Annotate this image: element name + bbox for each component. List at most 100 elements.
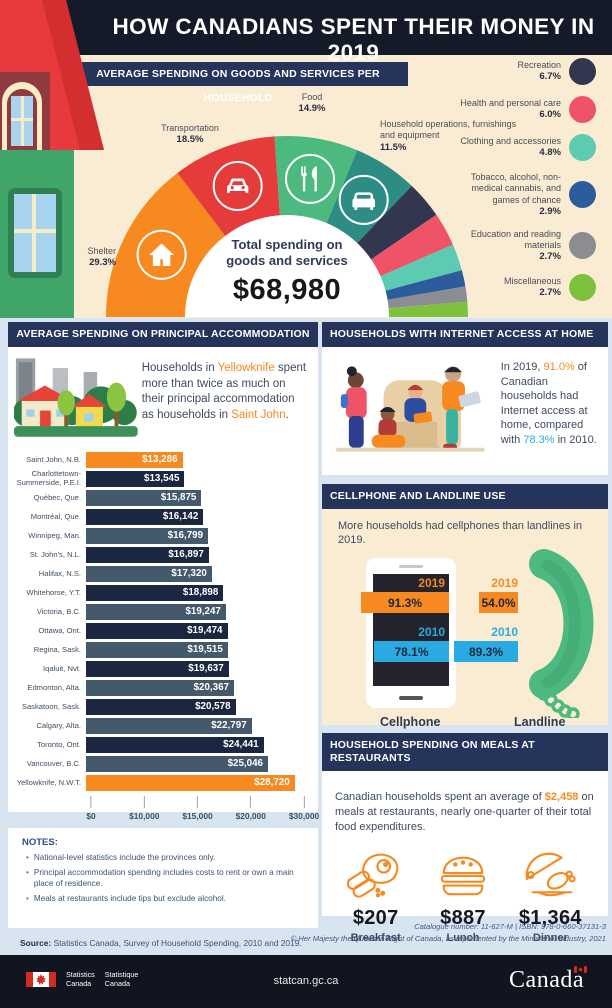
legend-color-dot [569,181,596,209]
internet-2010-percentage: 78.3% [523,433,555,446]
meal-icon [440,856,486,896]
total-label-line2: goods and services [226,253,348,269]
internet-2019-percentage: 91.0% [543,361,575,374]
bar-city-label: Montréal, Que. [30,511,81,521]
bullet-icon: • [26,868,29,878]
total-label-line1: Total spending on [231,237,343,252]
statcan-signature: Statistics Canada Statistique Canada [26,970,138,988]
phone-home-bar [399,696,423,700]
total-value: $68,980 [232,273,342,306]
cellphone-2010-label: 2010 [418,625,445,639]
bullet-icon: • [26,893,29,903]
landline-2010-bar: 89.3% [454,641,518,662]
legend-percentage: 2.7% [539,287,561,299]
bar-value: $15,875 [160,492,197,504]
meal-label: Lunch [446,931,480,944]
cellphone-subtitle: More households had cellphones than land… [338,520,583,547]
bar: $19,637 [86,661,229,677]
bar-value: $20,367 [193,682,229,694]
bar-value: $19,637 [188,663,224,675]
meal-item: $207 Breakfast [332,850,419,944]
highlight-saint-john: Saint John [231,408,286,421]
cellphone-2019-value: 91.3% [387,595,423,610]
agency-en-line1: Statistics [66,970,95,979]
bar-city-label: St. John's, N.L. [29,549,81,559]
axis-tick: $0 [86,795,96,821]
bar-row: Iqaluit, Nvt. $19,637 [16,660,304,678]
bar-city-label: Winnipeg, Man. [28,530,81,540]
bar-value: $28,720 [254,777,290,789]
segment-label-food: Food 14.9% [298,92,326,115]
bar-row: Calgary, Alta. $22,797 [16,717,304,735]
copyright-line: © Her Majesty the Queen in Right of Cana… [290,934,606,944]
legend-percentage: 6.0% [539,109,561,121]
legend-label: Health and personal care [460,97,561,108]
legend-percentage: 2.7% [539,251,561,263]
statcan-url[interactable]: statcan.gc.ca [273,975,339,987]
donut-center-total: Total spending on goods and services $68… [197,237,377,307]
bar-row: Vancouver, B.C. $25,046 [16,755,304,773]
meal-item: $1,364 Dinner [507,850,594,944]
legend-color-dot [569,134,596,161]
bar: $19,474 [86,623,228,639]
bar: $18,898 [86,585,224,601]
source-line: Source: Statistics Canada, Survey of Hou… [20,938,302,948]
axis-tick: $30,000 [289,795,319,821]
bar-city-label: Saskatoon, Sask. [21,701,81,711]
legend-label: Miscellaneous [503,275,561,286]
cellphone-2019-bar: 91.3% [361,592,449,613]
legend-color-dot [569,96,596,123]
bar: $17,320 [86,566,212,582]
bar-city-label: Charlottetown-Summerside, P.E.I. [16,469,81,487]
bar: $19,515 [86,642,228,658]
neighbourhood-illustration [14,358,138,437]
internet-text: In 2019, 91.0% of Canadian households ha… [500,361,597,446]
donut-inner-circle [185,215,389,317]
bar: $16,897 [86,547,209,563]
highlight-yellowknife: Yellowknife [217,362,275,375]
canada-flag-icon [26,972,56,988]
landline-2010-value: 89.3% [468,644,504,659]
bar-value: $17,320 [171,568,207,580]
meal-item: $887 Lunch [419,850,506,944]
bar-value: $24,441 [223,739,259,751]
cellphone-group-label: Cellphone [380,715,441,729]
section-header-cellphone: CELLPHONE AND LANDLINE USE [322,484,608,510]
bar-value: $22,797 [211,720,247,732]
bar-row: Whitehorse, Y.T. $18,898 [16,584,304,602]
landline-phone-icon [529,549,594,718]
bar: $13,286 [86,452,183,468]
bar-row: St. John's, N.L. $16,897 [16,546,304,564]
accommodation-bar-chart: Saint John, N.B. $13,286 Charlottetown-S… [8,445,318,792]
bullet-icon: • [26,853,29,862]
axis-tick-label: $15,000 [182,810,213,821]
section-header-accommodation: AVERAGE SPENDING ON PRINCIPAL ACCOMMODAT… [8,322,318,348]
bar-row: Victoria, B.C. $19,247 [16,603,304,621]
internet-section: HOUSEHOLDS WITH INTERNET ACCESS AT HOME [322,322,608,475]
bar-row: Yellowknife, N.W.T. $28,720 [16,774,304,792]
bar-city-label: Iqaluit, Nvt. [43,663,81,673]
section-header-goods-services: AVERAGE SPENDING ON GOODS AND SERVICES P… [68,62,408,104]
section-header-internet: HOUSEHOLDS WITH INTERNET ACCESS AT HOME [322,322,608,348]
meals-row: $207 Breakfast $887 Lunch [322,848,608,944]
legend-item: Education and reading materials 2.7% [460,229,596,263]
people-illustration [335,366,485,452]
accommodation-intro-text: Households in Yellowknife spent more tha… [141,362,307,421]
catalogue-info: Catalogue number: 11-627-M | ISBN: 978-0… [291,921,606,945]
bar-value: $16,799 [167,530,204,542]
legend-item: Miscellaneous 2.7% [460,274,596,301]
legend-item: Recreation 6.7% [460,58,596,85]
footer: Statistics Canada Statistique Canada sta… [0,955,612,1008]
bar: $16,142 [86,509,204,525]
phone-speaker [399,565,423,568]
legend-color-dot [569,232,596,260]
bar-value: $13,286 [142,454,178,466]
notes-list: • National-level statistics include the … [22,853,304,905]
bar-row: Winnipeg, Man. $16,799 [16,527,304,545]
canada-wordmark: Canada [509,966,587,994]
bar: $20,367 [86,680,234,696]
landline-2019-label: 2019 [491,576,518,590]
legend-percentage: 2.9% [539,205,561,217]
cellphone-landline-section: CELLPHONE AND LANDLINE USE More househol… [322,484,608,729]
x-axis: $0 $10,000 $15,000 $20,000 [86,795,319,826]
